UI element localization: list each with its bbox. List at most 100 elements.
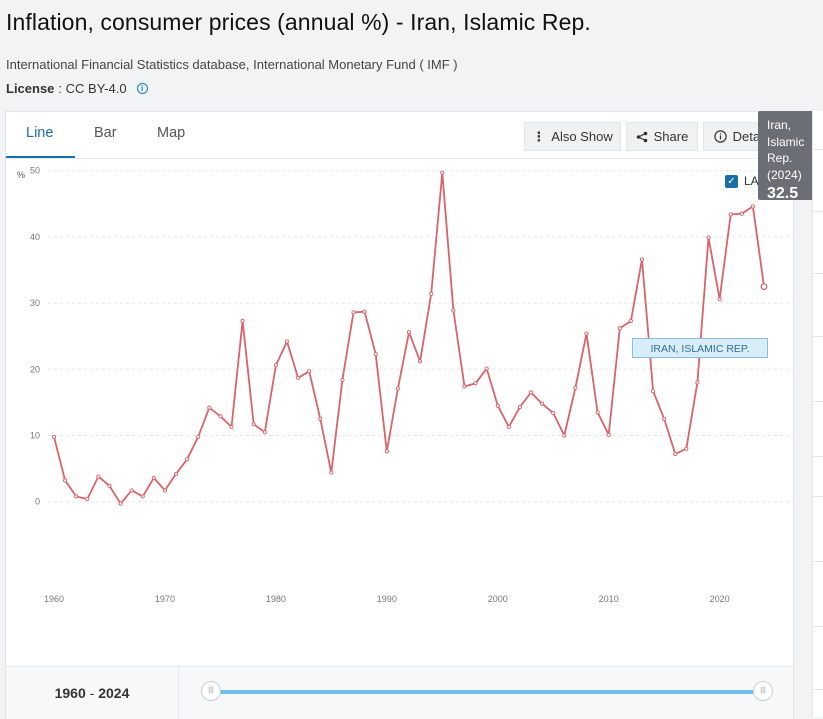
tab-line[interactable]: Line — [26, 125, 54, 141]
data-point — [63, 478, 68, 483]
data-point — [606, 432, 611, 437]
data-point — [85, 497, 90, 502]
data-point — [728, 212, 733, 217]
tooltip-line: Rep. — [767, 151, 793, 165]
y-tick-label: 30 — [30, 298, 40, 308]
more-vertical-icon: ⋮ — [532, 128, 546, 144]
data-point — [74, 494, 79, 499]
data-point — [418, 359, 423, 364]
data-point — [318, 416, 323, 422]
data-point — [506, 424, 511, 429]
data-point — [173, 471, 179, 476]
data-point — [384, 449, 389, 454]
data-point — [695, 380, 700, 385]
data-point — [340, 377, 345, 382]
data-point — [273, 363, 278, 368]
data-point — [296, 375, 301, 380]
data-point — [495, 403, 500, 408]
data-point — [229, 424, 234, 429]
data-point — [207, 405, 212, 410]
data-point — [240, 318, 245, 324]
data-point — [639, 257, 645, 262]
data-point — [750, 204, 755, 209]
data-point — [406, 330, 412, 335]
data-point — [218, 414, 223, 419]
data-point — [451, 308, 456, 313]
line-chart: % 0 10 20 30 40 50 1960 1970 1980 1990 2000 2010 2020 — [17, 166, 793, 604]
data-point — [440, 170, 445, 175]
data-point — [373, 352, 378, 357]
data-point — [517, 404, 522, 410]
info-icon[interactable]: i — [136, 83, 148, 94]
data-point — [528, 390, 534, 395]
time-range-footer: 1960 - 2024 ||| ||| — [6, 666, 793, 719]
tab-map[interactable]: Map — [157, 125, 186, 141]
data-point — [51, 434, 57, 439]
data-point — [395, 386, 400, 391]
y-tick-label: 50 — [30, 166, 40, 176]
tab-bar[interactable]: Bar — [94, 125, 117, 141]
y-tick-label: 20 — [30, 364, 40, 374]
data-point — [651, 389, 656, 394]
data-point — [540, 401, 545, 406]
data-point — [551, 410, 556, 416]
y-axis-unit: % — [17, 170, 25, 180]
info-circle-icon — [713, 130, 727, 143]
range-slider-track[interactable] — [216, 690, 756, 694]
range-label: 1960 - 2024 — [6, 667, 179, 719]
data-point — [462, 384, 467, 389]
share-icon — [636, 131, 647, 142]
data-point — [484, 366, 489, 371]
x-tick-label: 1980 — [266, 594, 286, 604]
tooltip-value: 32.5 — [767, 185, 799, 202]
series-label-tag: IRAN, ISLAMIC REP. — [632, 338, 768, 358]
data-point — [118, 501, 123, 506]
chart-panel: Line Bar Map ⋮ Also Show Share Details ✓… — [5, 111, 794, 719]
data-point — [185, 457, 190, 462]
range-from: 1960 — [54, 685, 86, 701]
data-point — [96, 474, 101, 479]
data-point — [351, 310, 356, 315]
y-tick-label: 10 — [30, 431, 40, 441]
data-point — [617, 326, 622, 331]
data-point — [262, 430, 267, 435]
data-point — [628, 318, 633, 324]
data-point — [284, 339, 290, 344]
data-point — [140, 494, 145, 499]
data-point — [562, 433, 567, 438]
data-point — [662, 416, 667, 422]
data-point — [717, 297, 722, 302]
tooltip-line: Iran, — [767, 118, 792, 132]
data-point — [129, 488, 134, 493]
share-label: Share — [653, 129, 689, 144]
data-point — [162, 488, 167, 493]
x-tick-label: 1970 — [155, 594, 175, 604]
data-point — [151, 475, 156, 480]
x-tick-label: 1960 — [44, 594, 64, 604]
y-tick-label: 0 — [35, 497, 40, 507]
x-tick-label: 1990 — [377, 594, 397, 604]
range-start-handle[interactable]: ||| — [201, 681, 221, 701]
data-point — [429, 291, 434, 296]
also-show-label: Also Show — [551, 129, 613, 144]
y-tick-label: 40 — [30, 232, 40, 242]
data-point — [196, 434, 201, 439]
label-checkbox[interactable]: ✓ — [725, 174, 738, 188]
data-point — [362, 309, 367, 314]
data-point — [251, 422, 256, 427]
data-point — [706, 235, 711, 240]
page-title: Inflation, consumer prices (annual %) - … — [6, 9, 591, 35]
data-point — [684, 446, 689, 451]
data-point — [329, 470, 334, 475]
x-tick-label: 2020 — [710, 594, 730, 604]
x-tick-label: 2000 — [488, 594, 508, 604]
highlighted-data-point — [760, 283, 768, 290]
data-point — [595, 410, 600, 415]
share-button[interactable]: Share — [626, 122, 698, 151]
source-text: International Financial Statistics datab… — [6, 57, 458, 72]
data-tooltip: Iran, Islamic Rep. (2024) 32.5 — [758, 111, 816, 202]
data-point — [307, 369, 312, 374]
range-to: 2024 — [98, 685, 130, 701]
also-show-button[interactable]: ⋮ Also Show — [524, 122, 621, 151]
range-end-handle[interactable]: ||| — [753, 681, 773, 701]
